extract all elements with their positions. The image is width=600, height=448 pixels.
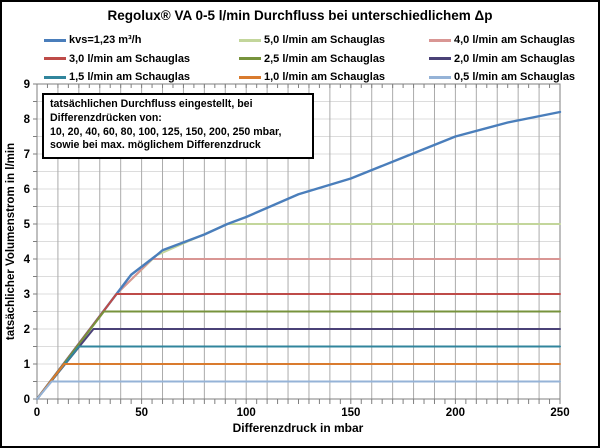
- y-tick-label: 4: [24, 254, 31, 266]
- annotation-line: sowie bei max. möglichem Differenzdruck: [50, 139, 261, 152]
- legend-label: 2,0 l/min am Schauglas: [454, 52, 576, 65]
- legend-line-swatch: [429, 38, 451, 42]
- legend-label: 0,5 l/min am Schauglas: [454, 71, 576, 84]
- annotation-box: tatsächlichen Durchfluss eingestellt, be…: [42, 93, 314, 160]
- legend-label: kvs=1,23 m³/h: [69, 34, 142, 47]
- y-tick-label: 5: [24, 219, 31, 231]
- legend-item: 5,0 l/min am Schauglas: [239, 34, 429, 46]
- series-line-2-5-l-min-am-schauglas: [36, 310, 561, 400]
- annotation-line: Differenzdrücken von:: [50, 111, 162, 124]
- y-tick-label: 9: [24, 79, 30, 91]
- chart-title: Regolux® VA 0-5 l/min Durchfluss bei unt…: [107, 8, 493, 23]
- x-tick-label: 0: [34, 407, 40, 419]
- legend-label: 5,0 l/min am Schauglas: [264, 34, 386, 47]
- legend-line-swatch: [239, 75, 261, 79]
- x-tick-label: 150: [341, 407, 360, 419]
- legend-item: 1,5 l/min am Schauglas: [44, 71, 239, 83]
- series-line-1-5-l-min-am-schauglas: [36, 345, 561, 400]
- legend-line-swatch: [239, 57, 261, 61]
- legend-label: 3,0 l/min am Schauglas: [69, 52, 191, 65]
- series-line-0-5-l-min-am-schauglas: [36, 380, 561, 400]
- y-tick-label: 8: [24, 114, 31, 126]
- x-tick-label: 100: [237, 407, 256, 419]
- legend-line-swatch: [429, 75, 451, 79]
- legend-line-swatch: [429, 57, 451, 61]
- legend-item: 2,5 l/min am Schauglas: [239, 53, 429, 65]
- legend-item: 4,0 l/min am Schauglas: [429, 34, 579, 46]
- annotation-line: 10, 20, 40, 60, 80, 100, 125, 150, 200, …: [50, 125, 282, 138]
- legend-item: 0,5 l/min am Schauglas: [429, 71, 579, 83]
- y-tick-label: 1: [24, 359, 31, 371]
- legend-item: 2,0 l/min am Schauglas: [429, 53, 579, 65]
- legend-label: 1,5 l/min am Schauglas: [69, 71, 191, 84]
- y-tick-label: 2: [24, 324, 30, 336]
- y-tick-label: 7: [24, 149, 30, 161]
- x-tick-label: 200: [446, 407, 465, 419]
- x-tick-label: 250: [550, 407, 569, 419]
- legend-label: 4,0 l/min am Schauglas: [454, 34, 576, 47]
- legend-line-swatch: [44, 38, 66, 42]
- legend-label: 1,0 l/min am Schauglas: [264, 71, 386, 84]
- y-tick-label: 3: [24, 289, 30, 301]
- x-axis-title: Differenzdruck in mbar: [232, 421, 364, 435]
- annotation-line: tatsächlichen Durchfluss eingestellt, be…: [50, 98, 253, 110]
- chart-legend: kvs=1,23 m³/h 5,0 l/min am Schauglas 4,0 l…: [44, 31, 584, 87]
- y-tick-label: 0: [24, 394, 30, 406]
- y-axis-title: tatsächlicher Volumenstrom in l/min: [5, 142, 17, 341]
- legend-line-swatch: [44, 75, 66, 79]
- legend-line-swatch: [44, 57, 66, 61]
- legend-label: 2,5 l/min am Schauglas: [264, 52, 386, 65]
- legend-item: kvs=1,23 m³/h: [44, 34, 239, 46]
- y-tick-label: 6: [24, 184, 30, 196]
- legend-line-swatch: [239, 38, 261, 42]
- legend-item: 1,0 l/min am Schauglas: [239, 71, 429, 83]
- x-tick-label: 50: [135, 407, 148, 419]
- legend-item: 3,0 l/min am Schauglas: [44, 53, 239, 65]
